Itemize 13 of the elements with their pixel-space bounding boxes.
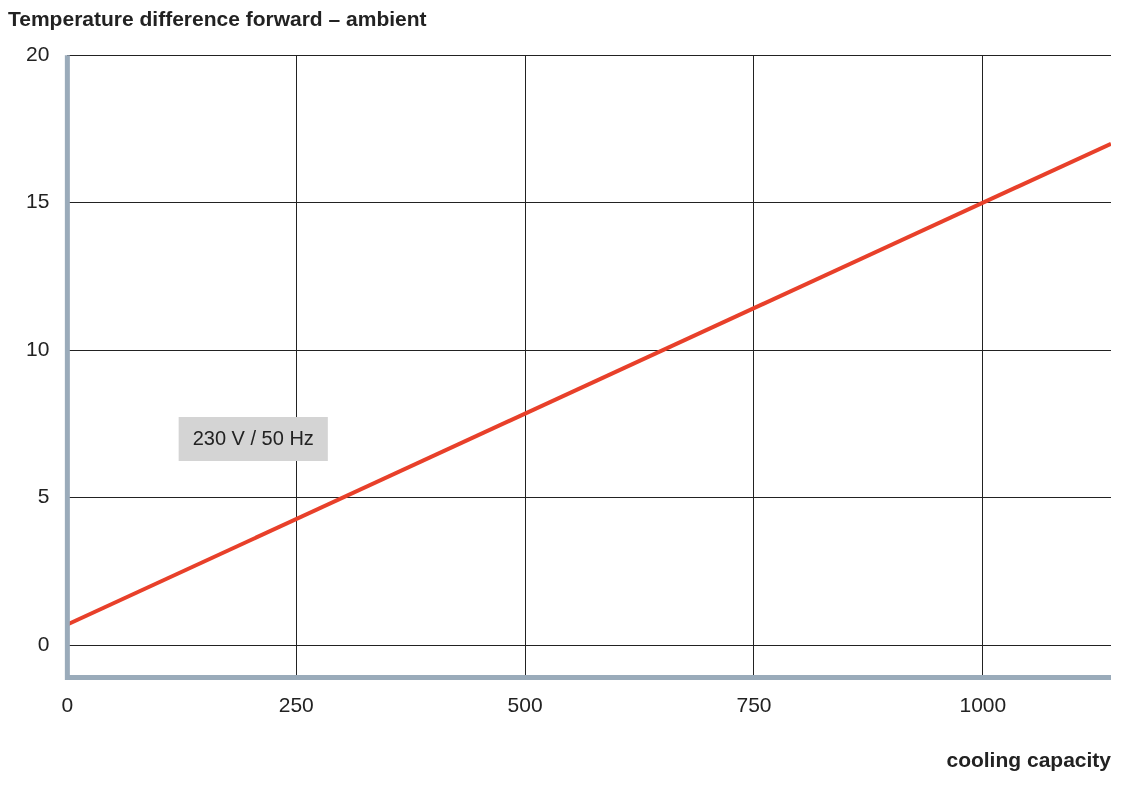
x-tick-label: 250 — [278, 693, 314, 716]
y-tick-label: 15 — [26, 189, 50, 213]
chart-title: Temperature difference forward – ambient — [8, 7, 427, 31]
text: 230 V / 50 Hz — [192, 426, 314, 449]
x-tick-label: 0 — [61, 693, 74, 716]
x-axis-title: cooling capacity — [946, 748, 1112, 772]
x-tick-label: 500 — [507, 693, 543, 716]
y-tick-label: 5 — [37, 484, 50, 508]
y-tick-label: 0 — [37, 631, 50, 655]
x-tick-label: 1000 — [959, 693, 1007, 716]
y-tick-label: 10 — [26, 336, 50, 360]
y-tick-label: 20 — [26, 42, 50, 65]
x-tick-label: 750 — [736, 693, 772, 716]
